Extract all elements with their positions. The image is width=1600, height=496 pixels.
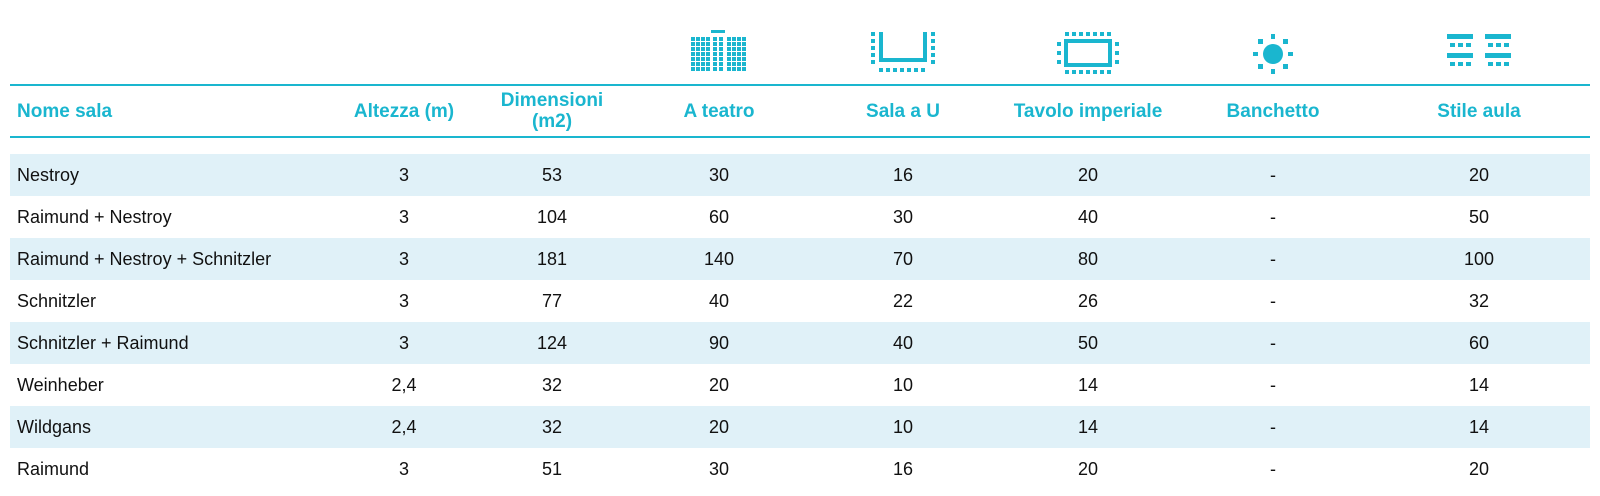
banquet-cell: - <box>1178 406 1368 448</box>
theatre-cell: 40 <box>708 290 730 311</box>
height-cell: 3 <box>334 322 474 364</box>
header-tavolo-imperiale: Tavolo imperiale <box>998 84 1178 138</box>
theatre-cell: 140 <box>630 238 808 280</box>
boardroom-cell: 20 <box>998 154 1178 196</box>
classroom-icon <box>1447 34 1511 66</box>
size-cell: 77 <box>541 290 563 311</box>
u-shape-cell: 16 <box>808 154 998 196</box>
header-row: Nome sala Altezza (m) Dimensioni (m2) A … <box>10 84 1590 138</box>
meeting-rooms-table-wrapper: Nome sala Altezza (m) Dimensioni (m2) A … <box>10 0 1590 490</box>
size-cell: 51 <box>541 458 563 479</box>
u-shape-cell: 40 <box>808 322 998 364</box>
boardroom-cell: 40 <box>1077 206 1099 227</box>
u-shape-cell: 16 <box>892 458 914 479</box>
size-cell: 32 <box>474 406 630 448</box>
size-cell: 53 <box>474 154 630 196</box>
banquet-cell: - <box>1270 374 1276 395</box>
header-spacer <box>10 137 1590 154</box>
size-cell: 32 <box>541 374 563 395</box>
height-cell: 3 <box>398 458 409 479</box>
height-cell: 3 <box>398 206 409 227</box>
meeting-rooms-table: Nome sala Altezza (m) Dimensioni (m2) A … <box>10 0 1590 490</box>
header-dimensioni: Dimensioni (m2) <box>474 84 630 138</box>
classroom-cell: 32 <box>1468 290 1490 311</box>
theatre-cell: 30 <box>708 458 730 479</box>
icon-row <box>10 0 1590 85</box>
table-row: Schnitzler 3 77 40 22 26 - 32 <box>10 280 1590 322</box>
size-cell: 124 <box>474 322 630 364</box>
boardroom-cell: 20 <box>1077 458 1099 479</box>
header-sala-a-u: Sala a U <box>808 84 998 138</box>
header-nome-sala: Nome sala <box>10 84 334 138</box>
boardroom-cell: 14 <box>1077 374 1099 395</box>
classroom-cell: 20 <box>1468 458 1490 479</box>
banquet-cell: - <box>1270 206 1276 227</box>
theatre-icon <box>691 30 746 71</box>
height-cell: 3 <box>398 290 409 311</box>
theatre-cell: 60 <box>708 206 730 227</box>
header-banchetto: Banchetto <box>1178 84 1368 138</box>
boardroom-cell: 14 <box>998 406 1178 448</box>
u-shape-cell: 10 <box>892 374 914 395</box>
boardroom-icon <box>1057 32 1119 74</box>
height-cell: 3 <box>334 238 474 280</box>
theatre-cell: 20 <box>708 374 730 395</box>
header-stile-aula: Stile aula <box>1368 84 1590 138</box>
height-cell: 3 <box>334 154 474 196</box>
room-name: Nestroy <box>10 154 334 196</box>
room-name: Raimund <box>17 458 90 479</box>
classroom-cell: 14 <box>1368 406 1590 448</box>
size-cell: 181 <box>474 238 630 280</box>
room-name: Schnitzler + Raimund <box>10 322 334 364</box>
table-row: Raimund + Nestroy + Schnitzler 3 181 140… <box>10 238 1590 280</box>
classroom-cell: 20 <box>1368 154 1590 196</box>
u-shape-cell: 22 <box>892 290 914 311</box>
room-name: Schnitzler <box>17 290 97 311</box>
table-row: Weinheber 2,4 32 20 10 14 - 14 <box>10 364 1590 406</box>
boardroom-cell: 50 <box>998 322 1178 364</box>
classroom-cell: 14 <box>1468 374 1490 395</box>
table-row: Raimund 3 51 30 16 20 - 20 <box>10 448 1590 490</box>
table-row: Raimund + Nestroy 3 104 60 30 40 - 50 <box>10 196 1590 238</box>
u-shape-icon <box>871 32 935 72</box>
theatre-cell: 90 <box>630 322 808 364</box>
room-name: Raimund + Nestroy <box>17 206 172 227</box>
banquet-cell: - <box>1178 322 1368 364</box>
banquet-cell: - <box>1270 290 1276 311</box>
table-row: Wildgans 2,4 32 20 10 14 - 14 <box>10 406 1590 448</box>
classroom-cell: 60 <box>1368 322 1590 364</box>
table-row: Schnitzler + Raimund 3 124 90 40 50 - 60 <box>10 322 1590 364</box>
banquet-cell: - <box>1270 458 1276 479</box>
u-shape-cell: 30 <box>892 206 914 227</box>
boardroom-cell: 26 <box>1077 290 1099 311</box>
banquet-cell: - <box>1178 238 1368 280</box>
banquet-icon <box>1253 34 1293 74</box>
table-row: Nestroy 3 53 30 16 20 - 20 <box>10 154 1590 196</box>
banquet-cell: - <box>1178 154 1368 196</box>
theatre-cell: 30 <box>630 154 808 196</box>
classroom-cell: 50 <box>1468 206 1490 227</box>
room-name: Wildgans <box>10 406 334 448</box>
header-altezza: Altezza (m) <box>334 84 474 138</box>
classroom-cell: 100 <box>1368 238 1590 280</box>
u-shape-cell: 70 <box>808 238 998 280</box>
theatre-cell: 20 <box>630 406 808 448</box>
height-cell: 2,4 <box>334 406 474 448</box>
room-name: Raimund + Nestroy + Schnitzler <box>10 238 334 280</box>
size-cell: 104 <box>536 206 568 227</box>
boardroom-cell: 80 <box>998 238 1178 280</box>
header-dimensioni-label: Dimensioni (m2) <box>500 90 604 132</box>
height-cell: 2,4 <box>391 374 417 395</box>
u-shape-cell: 10 <box>808 406 998 448</box>
room-name: Weinheber <box>17 374 104 395</box>
header-a-teatro: A teatro <box>630 84 808 138</box>
